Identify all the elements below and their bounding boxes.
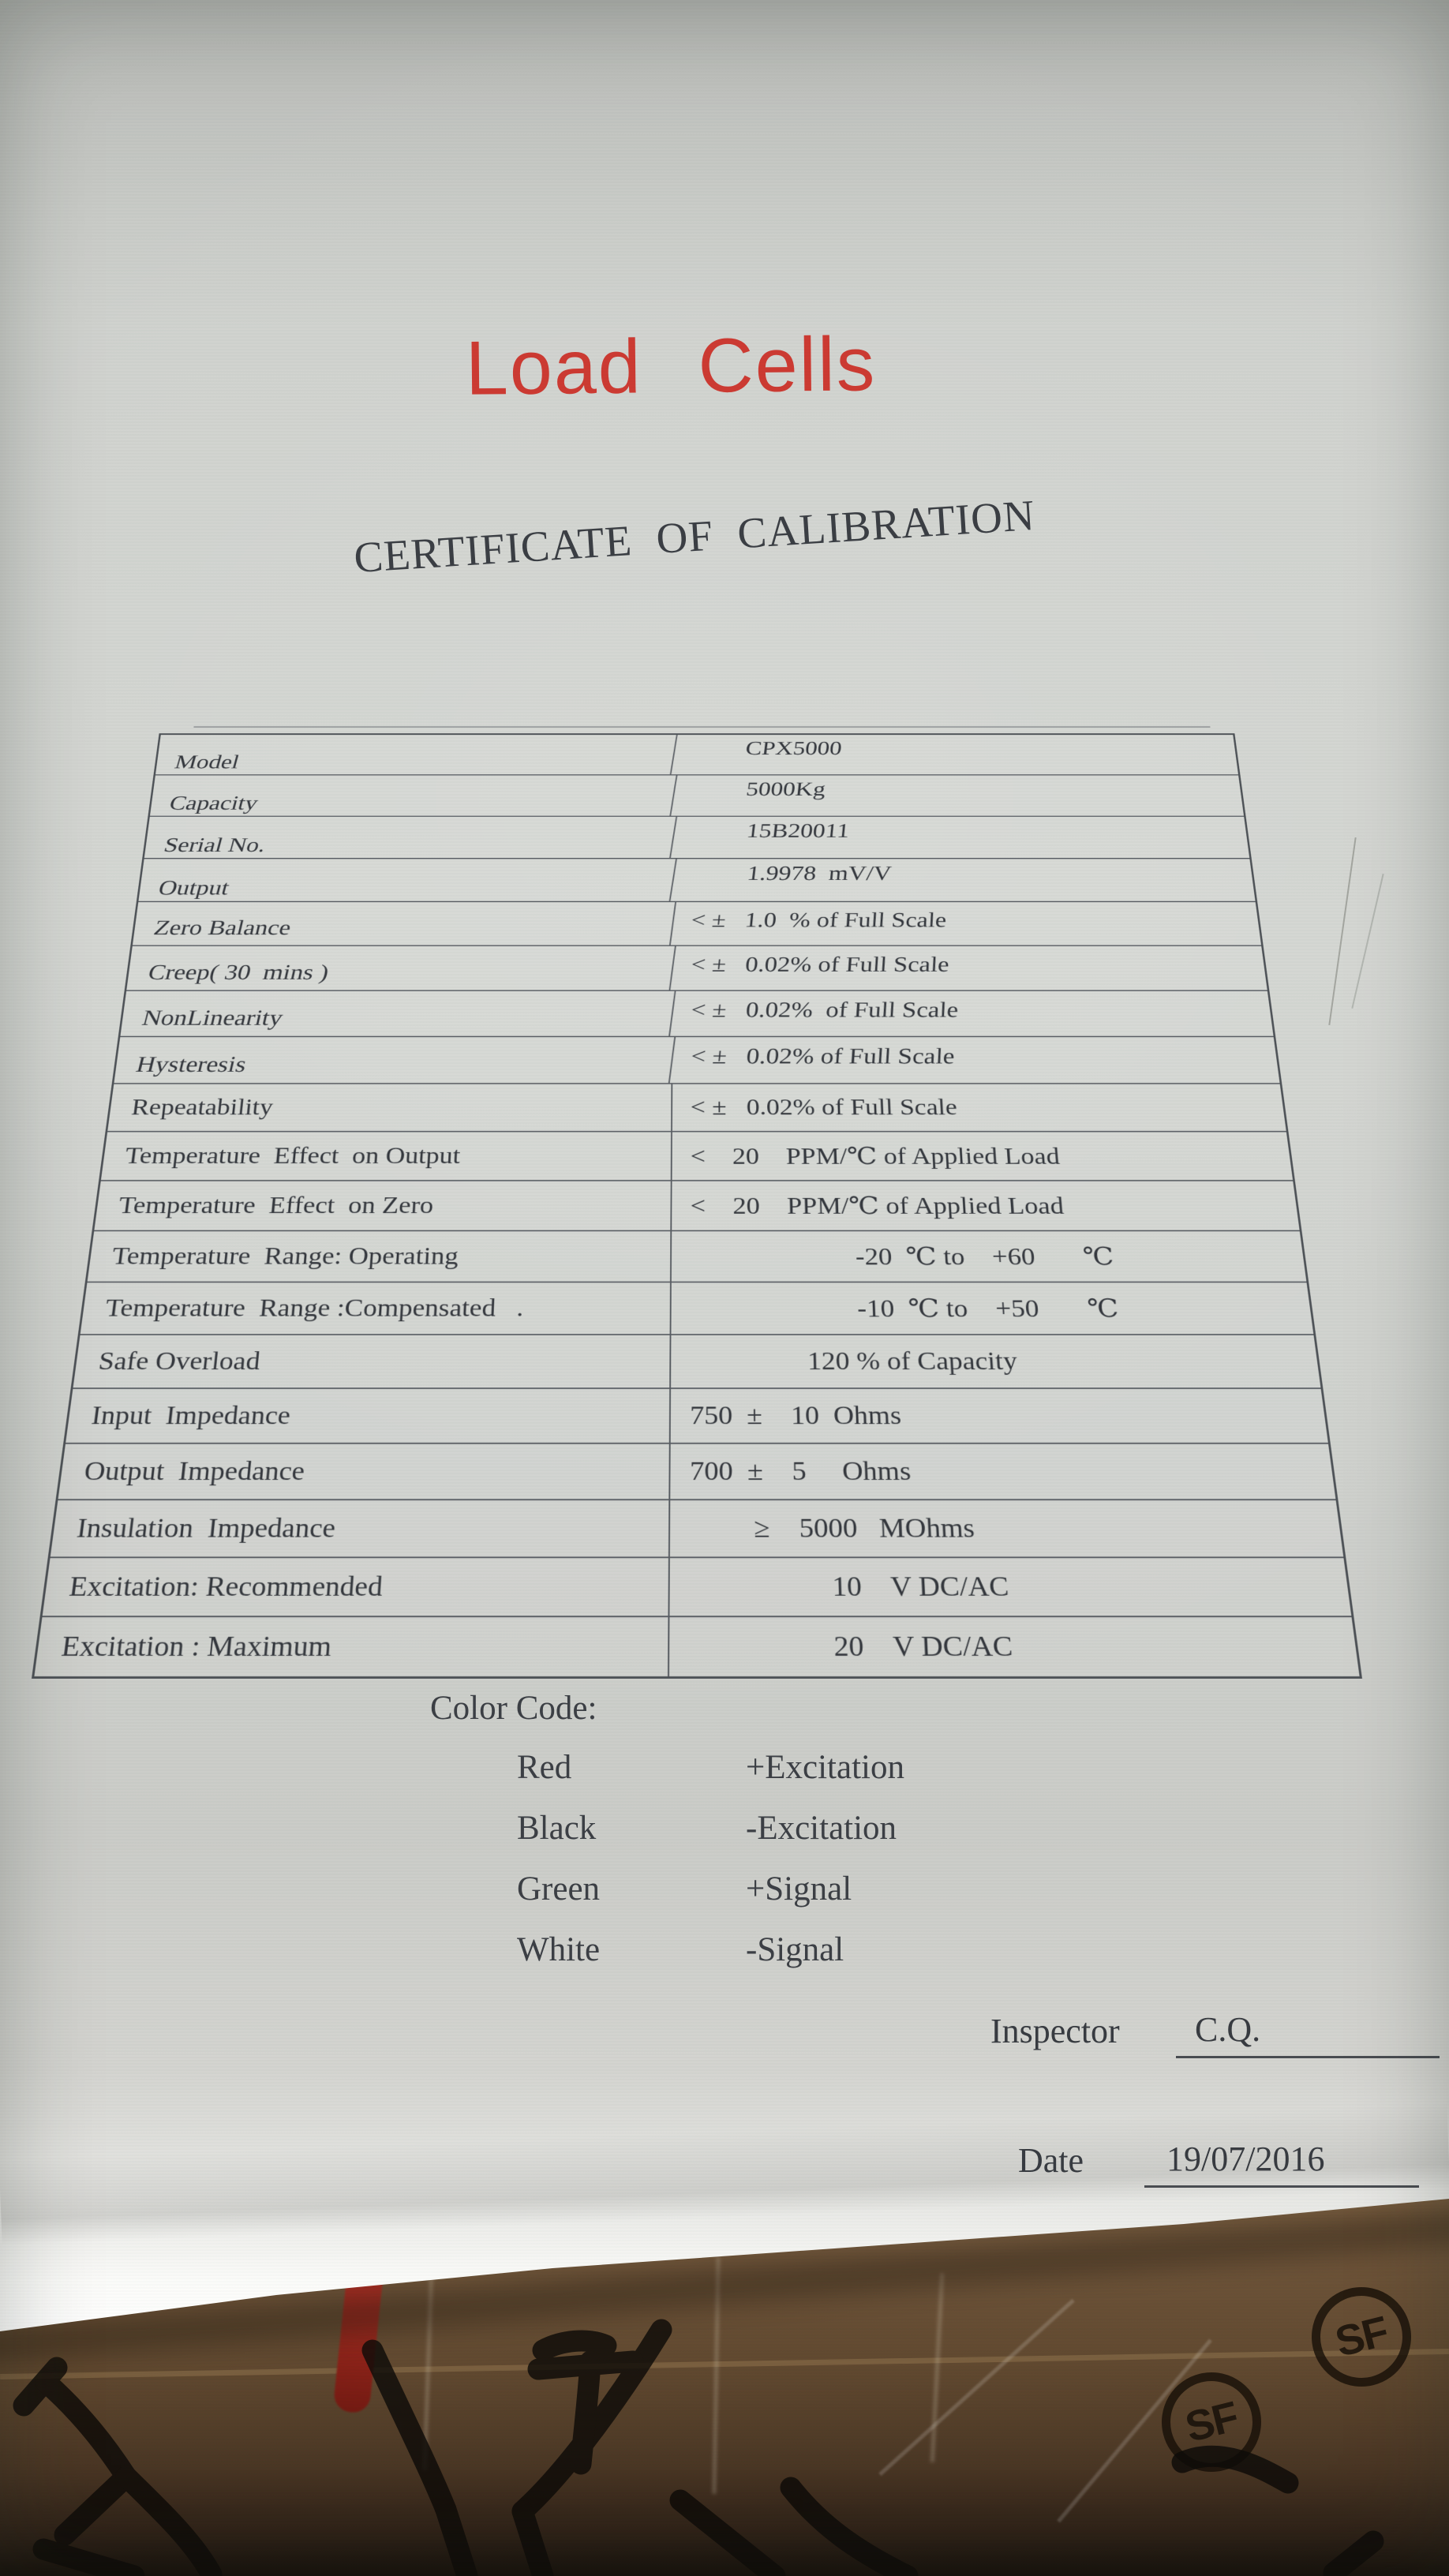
spec-value: 15B20011 [745,819,851,842]
table-row: NonLinearity < ± 0.02% of Full Scale [117,990,1274,1038]
inspector-line: Inspector C.Q. [990,2010,1440,2058]
spec-value: 10 V DC/AC [831,1571,1010,1603]
table-row: Temperature Range: Operating -20 ℃ to +6… [87,1231,1307,1283]
spec-label: Excitation : Maximum [34,1617,670,1677]
spec-value: 120 % of Capacity [807,1347,1019,1376]
spec-label: Input Impedance [66,1388,671,1443]
spec-value: < 20 PPM/℃ of Applied Load [690,1193,1065,1219]
spec-value: < ± 0.02% of Full Scale [689,1043,956,1069]
color-code-heading: Color Code: [430,1690,597,1727]
spec-label: Insulation Impedance [50,1500,671,1557]
color-code-row: Green +Signal [517,1870,904,1908]
table-row: Creep( 30 mins ) < ± 0.02% of Full Scale [123,945,1267,991]
spec-label: Temperature Range: Operating [87,1231,672,1282]
table-row: Temperature Range :Compensated . -10 ℃ t… [80,1282,1314,1335]
spec-label: Repeatability [107,1084,673,1131]
table-row: Capacity 5000Kg [147,775,1245,817]
spec-label: Serial No. [140,816,677,859]
inspector-value: C.Q. [1176,2009,1440,2058]
table-row: Insulation Impedance ≥ 5000 MOhms [50,1500,1344,1559]
spec-value: 750 ± 10 Ohms [690,1401,902,1431]
spec-value: -10 ℃ to +50 ℃ [856,1294,1120,1323]
table-row: Hysteresis < ± 0.02% of Full Scale [110,1037,1280,1084]
spec-label: Output [135,859,677,901]
wire-color: White [517,1931,601,1968]
wire-function: +Signal [746,1870,852,1908]
table-row: Temperature Effect on Output < 20 PPM/℃ … [100,1132,1294,1181]
wire-function: -Signal [746,1931,844,1968]
table-row: Excitation : Maximum 20 V DC/AC [34,1617,1359,1677]
spec-value: < ± 1.0 % of Full Scale [690,908,947,932]
wire-function: +Excitation [746,1749,904,1786]
spec-value: -20 ℃ to +60 ℃ [855,1243,1115,1271]
color-code-row: Black -Excitation [517,1809,904,1848]
spec-value: < ± 0.02% of Full Scale [689,953,950,977]
spec-value: 5000Kg [744,778,827,800]
spec-label: Excitation: Recommended [42,1558,670,1616]
wire-color: Green [517,1870,601,1908]
date-line: Date 19/07/2016 [1018,2140,1419,2188]
color-code-row: White -Signal [517,1930,904,1969]
marker-scribble [13,2319,1384,2576]
wire-function: -Excitation [746,1810,897,1847]
date-value: 19/07/2016 [1144,2139,1419,2188]
spec-value: 1.9978 mV/V [745,862,893,886]
table-row: Temperature Effect on Zero < 20 PPM/℃ of… [94,1181,1300,1232]
spec-label: Temperature Effect on Output [100,1132,672,1181]
table-row: Excitation: Recommended 10 V DC/AC [42,1558,1352,1618]
date-label: Date [1018,2141,1084,2180]
spec-value: 20 V DC/AC [833,1631,1014,1663]
spec-label: Temperature Range :Compensated . [80,1282,672,1335]
table-row: Safe Overload 120 % of Capacity [73,1335,1321,1389]
spec-label: NonLinearity [117,990,676,1036]
page-title: Load Cells [465,320,877,411]
inspector-label: Inspector [990,2012,1120,2050]
spec-value: CPX5000 [744,737,843,759]
table-row: Output 1.9978 mV/V [135,859,1256,903]
wire-color: Red [517,1749,572,1786]
spec-value: < 20 PPM/℃ of Applied Load [690,1143,1061,1170]
spec-label: Hysteresis [110,1037,676,1084]
wire-color: Black [517,1810,597,1847]
spec-value: ≥ 5000 MOhms [754,1513,975,1544]
table-row: Repeatability < ± 0.02% of Full Scale [107,1084,1286,1133]
spec-label: Zero Balance [129,902,676,945]
color-code-section: Color Code: Red +Excitation Black -Excit… [430,1689,904,1991]
spec-label: Safe Overload [73,1335,672,1388]
spec-value: < ± 0.02% of Full Scale [690,1095,958,1121]
spec-label: Output Impedance [58,1443,671,1500]
spec-value: < ± 0.02% of Full Scale [689,998,959,1023]
color-code-row: Red +Excitation [517,1748,904,1787]
spec-label: Creep( 30 mins ) [123,945,676,990]
table-row: Output Impedance 700 ± 5 Ohms [58,1443,1336,1501]
spec-label: Capacity [147,775,678,816]
table-row: Model CPX5000 [152,735,1239,776]
spec-value: 700 ± 5 Ohms [690,1456,912,1487]
table-row: Zero Balance < ± 1.0 % of Full Scale [129,902,1262,946]
spec-label: Model [152,735,678,775]
specification-table: Model CPX5000 Capacity 5000Kg Serial No.… [32,733,1362,1679]
table-row: Serial No. 15B20011 [140,816,1250,859]
spec-label: Temperature Effect on Zero [94,1181,672,1230]
table-row: Input Impedance 750 ± 10 Ohms [65,1388,1329,1444]
